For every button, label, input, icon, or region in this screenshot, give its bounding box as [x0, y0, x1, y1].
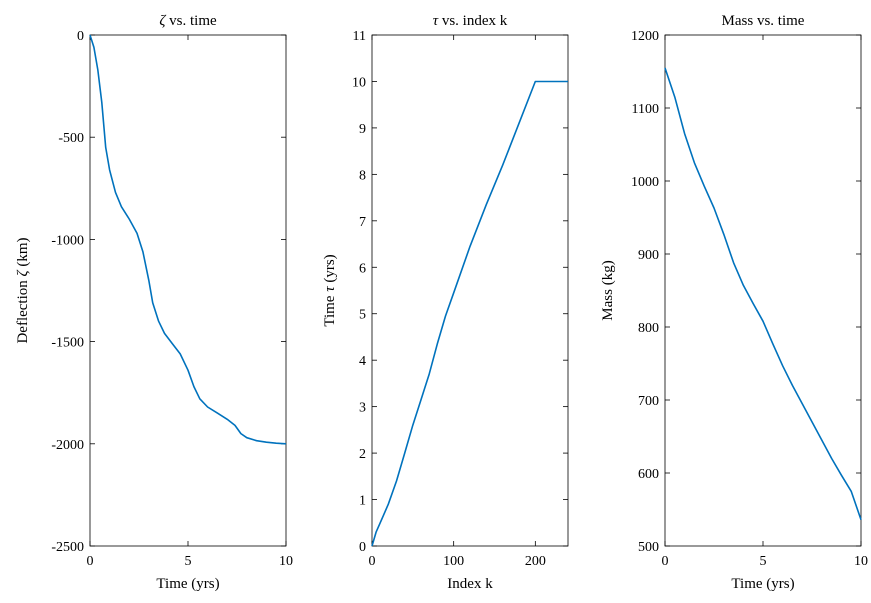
y-tick-label: -2500	[51, 540, 84, 555]
y-tick-label: 600	[638, 467, 659, 482]
x-tick-label: 200	[525, 554, 546, 569]
y-tick-label: 500	[638, 540, 659, 555]
x-tick-label: 10	[279, 554, 293, 569]
y-tick-label: 700	[638, 394, 659, 409]
x-tick-label: 0	[662, 554, 669, 569]
y-tick-label: 11	[353, 29, 366, 44]
x-axis-label: Time (yrs)	[156, 576, 219, 592]
y-axis-label-unit: (km)	[15, 237, 31, 270]
title-symbol: ζ	[159, 13, 166, 29]
y-axis-label: Time τ (yrs)	[322, 254, 338, 326]
x-axis-label: Index k	[447, 576, 493, 592]
y-tick-label: 8	[359, 168, 366, 183]
title-text: vs. time	[165, 13, 217, 29]
series-line	[371, 80, 568, 547]
y-tick-label: 1200	[631, 29, 659, 44]
y-axis-label: Mass (kg)	[600, 260, 616, 320]
y-tick-label: 6	[359, 261, 366, 276]
y-axis-label-text: Deflection	[15, 276, 31, 343]
x-tick-label: 5	[760, 554, 767, 569]
y-axis-label-symbol: τ	[322, 286, 338, 292]
y-tick-label: 5	[359, 308, 366, 323]
y-tick-label: 2	[359, 447, 366, 462]
x-tick-label: 5	[185, 554, 192, 569]
y-tick-label: 9	[359, 122, 366, 137]
y-tick-label: 1000	[631, 175, 659, 190]
y-tick-label: 3	[359, 401, 366, 416]
series-line	[89, 34, 287, 445]
title-text: Mass vs. time	[722, 13, 805, 29]
y-axis-label-unit: (yrs)	[322, 254, 338, 286]
y-tick-label: 4	[359, 354, 366, 369]
x-tick-label: 100	[443, 554, 464, 569]
y-axis-label: Deflection ζ (km)	[15, 237, 31, 343]
x-tick-label: 0	[87, 554, 94, 569]
y-tick-label: 900	[638, 248, 659, 263]
axes-frame	[664, 34, 862, 547]
axes-frame	[89, 34, 287, 547]
axes-frame	[371, 34, 569, 547]
title-symbol: τ	[433, 13, 439, 29]
y-tick-label: -2000	[51, 438, 84, 453]
x-axis-label: Time (yrs)	[731, 576, 794, 592]
y-tick-label: 1	[359, 494, 366, 509]
y-axis-label-text: Mass (kg)	[600, 260, 616, 320]
y-tick-label: -500	[58, 131, 84, 146]
plot-title: ζ vs. time	[159, 13, 217, 29]
y-tick-label: 0	[359, 540, 366, 555]
x-tick-label: 0	[369, 554, 376, 569]
y-tick-label: 800	[638, 321, 659, 336]
y-tick-label: 1100	[632, 102, 659, 117]
y-tick-label: 7	[359, 215, 366, 230]
y-tick-label: -1000	[51, 233, 84, 248]
title-text: vs. index k	[438, 13, 508, 29]
x-tick-label: 10	[854, 554, 868, 569]
plot-title: Mass vs. time	[722, 13, 805, 29]
subplot-deflection: 0 5 10 -2500 -2000 -1500 -1000 -500 0 ζ vs. time T…	[15, 13, 293, 592]
subplot-tau: 0 100 200 0 1 2 3 4 5 6 7 8 9 10 11 τ vs. index k Index …	[322, 13, 569, 592]
y-tick-label: 0	[77, 29, 84, 44]
y-tick-label: 10	[352, 75, 366, 90]
y-axis-label-symbol: ζ	[15, 269, 31, 276]
subplot-mass: 0 5 10 500 600 700 800 900 1000 1100 1200 Mass vs. …	[600, 13, 868, 592]
y-axis-label-text: Time	[322, 292, 338, 327]
y-tick-label: -1500	[51, 336, 84, 351]
plot-title: τ vs. index k	[433, 13, 508, 29]
series-line	[664, 67, 862, 520]
